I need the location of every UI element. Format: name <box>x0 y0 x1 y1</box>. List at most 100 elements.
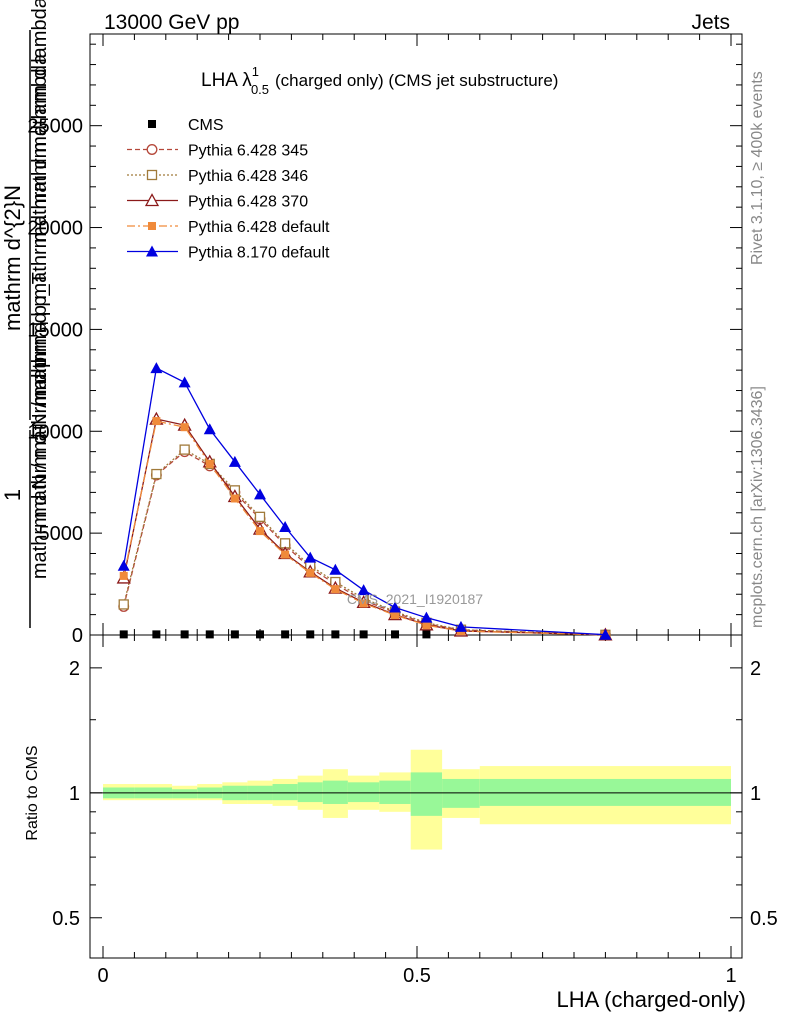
data-point <box>359 599 368 608</box>
y-tick-label-upper: 0 <box>72 625 83 647</box>
y-tick-label-upper: 5000 <box>39 523 84 545</box>
ylabel-one: 1 <box>0 489 25 501</box>
y-tick-label-upper: 15000 <box>27 319 83 341</box>
legend-marker <box>146 144 158 155</box>
ratio-band-inner <box>322 780 348 804</box>
data-point <box>150 362 163 374</box>
x-tick-label: 0.5 <box>403 965 431 987</box>
data-point <box>152 630 161 639</box>
legend-label: Pythia 6.428 370 <box>188 194 308 211</box>
lower-plot-frame <box>89 634 743 959</box>
ratio-band-inner <box>172 789 198 799</box>
series-pythia-6-428-346 <box>118 444 611 640</box>
title-sub: 0.5 <box>251 82 269 97</box>
legend-item: Pythia 8.170 default <box>127 245 330 262</box>
data-point <box>357 584 370 596</box>
data-point <box>422 630 431 639</box>
legend-label: Pythia 6.428 346 <box>188 168 308 185</box>
series-line <box>123 367 606 636</box>
y-axis-label-upper: mathrm d^{2}N mathrm d p mathrm d mathrm… <box>0 0 51 628</box>
title-main: LHA λ <box>201 70 252 91</box>
data-point <box>331 585 340 594</box>
legend-item: Pythia 6.428 default <box>127 219 330 236</box>
series-cms <box>119 630 431 639</box>
data-point <box>205 630 214 639</box>
axis-ticks: 0 0.5 1 0 5000 10000 15000 20000 25000 0.5 0.5 1 1 2 2 <box>27 34 778 987</box>
data-point <box>279 521 292 533</box>
energy-label: 13000 GeV pp <box>104 11 239 34</box>
series-line <box>123 420 606 636</box>
mcplots-label: mcplots.cern.ch [arXiv:1306.3436] <box>749 386 766 628</box>
data-point <box>359 630 368 639</box>
data-point <box>281 630 290 639</box>
y-tick-label-lower-left: 2 <box>69 658 80 680</box>
data-point <box>180 423 189 432</box>
legend-item: Pythia 6.428 346 <box>127 168 308 185</box>
data-point <box>329 563 342 575</box>
legend-label: Pythia 6.428 default <box>188 219 330 236</box>
data-point <box>389 601 402 613</box>
y-axis-label-lower: Ratio to CMS <box>24 745 41 840</box>
ylabel-fraction-denominator-b: mathrm d mathrm d lambda <box>29 0 51 243</box>
rivet-label: Rivet 3.1.10, ≥ 400k events <box>749 71 766 265</box>
x-tick-label: 0 <box>97 965 108 987</box>
y-tick-label-upper: 25000 <box>27 116 83 138</box>
data-point <box>306 630 315 639</box>
ratio-band-inner <box>410 772 443 816</box>
ratio-band-inner <box>442 778 480 808</box>
data-point <box>228 455 241 467</box>
data-point <box>454 620 467 632</box>
y-tick-label-lower-right: 1 <box>750 783 761 805</box>
data-point <box>256 527 264 536</box>
data-point <box>306 568 315 577</box>
data-point <box>119 571 128 580</box>
data-point <box>599 628 612 640</box>
y-tick-label-upper: 10000 <box>27 421 83 443</box>
legend-label: Pythia 6.428 345 <box>188 143 308 160</box>
data-point <box>331 630 340 639</box>
data-point <box>304 551 317 563</box>
data-point <box>151 468 162 480</box>
data-point <box>254 511 266 522</box>
legend: CMS Pythia 6.428 345 Pythia 6.428 346 Pythi… <box>127 117 330 262</box>
legend-item: CMS <box>148 117 224 134</box>
data-point <box>230 494 239 503</box>
legend-marker <box>144 193 160 207</box>
title-sup: 1 <box>252 64 259 79</box>
data-point <box>205 459 214 468</box>
data-point <box>254 488 266 500</box>
ylabel-fraction-numerator: mathrm d^{2}N <box>0 185 25 331</box>
data-point <box>256 630 264 639</box>
ylabel-line1: mathrm d N / mathrm d p <box>29 357 51 579</box>
ratio-band-inner <box>347 782 380 803</box>
category-label: Jets <box>691 11 730 34</box>
data-point <box>117 559 130 571</box>
ratio-band-inner <box>272 784 298 801</box>
title-rest: (charged only) (CMS jet substructure) <box>275 71 558 90</box>
y-tick-label-upper: 20000 <box>27 218 83 240</box>
data-point <box>179 444 190 455</box>
data-point <box>118 599 129 610</box>
series-pythia-8-170-default <box>117 362 612 640</box>
legend-label: CMS <box>188 117 224 134</box>
legend-label: Pythia 8.170 default <box>188 245 330 262</box>
ratio-band-inner <box>379 780 411 804</box>
data-point <box>178 376 191 388</box>
y-tick-label-lower-right: 0.5 <box>750 908 778 930</box>
ratio-band-inner <box>297 782 323 803</box>
plot-frames <box>89 33 743 959</box>
data-point <box>420 611 433 623</box>
data-point <box>180 630 189 639</box>
legend-marker <box>146 169 158 181</box>
ratio-bands <box>103 749 731 850</box>
x-axis-label: LHA (charged-only) <box>556 987 746 1012</box>
data-point <box>281 550 290 559</box>
data-point <box>152 417 161 426</box>
legend-marker <box>146 245 158 257</box>
legend-marker <box>148 120 156 128</box>
data-point <box>391 630 400 639</box>
series-layer <box>116 362 613 641</box>
data-point <box>119 630 128 639</box>
x-tick-label: 1 <box>725 965 736 987</box>
